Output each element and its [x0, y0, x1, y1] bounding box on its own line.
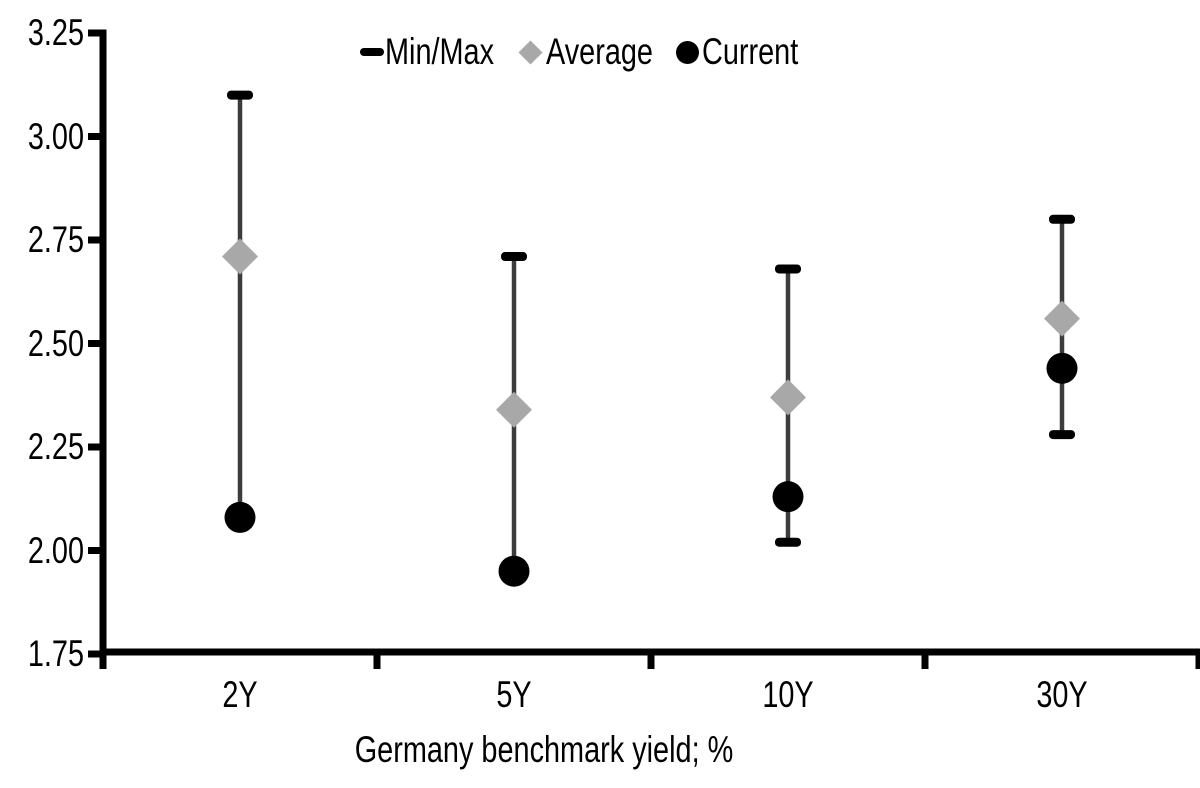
y-axis-line: [99, 29, 107, 669]
x-tick: [99, 648, 107, 669]
average-legend-icon: [518, 40, 543, 65]
y-tick: [88, 236, 103, 244]
y-tick-label: 2.00: [27, 529, 84, 571]
average-marker-5Y: [496, 391, 532, 428]
y-tick-label: 3.25: [27, 12, 84, 53]
x-tick: [647, 648, 655, 669]
max-cap-10Y: [775, 264, 801, 274]
legend-label-minmax: Min/Max: [385, 31, 495, 72]
legend-label-current: Current: [702, 31, 799, 72]
current-marker-5Y: [498, 555, 530, 587]
x-tick: [1195, 648, 1200, 669]
y-tick: [88, 340, 103, 347]
average-marker-2Y: [222, 238, 258, 275]
y-tick: [88, 29, 103, 37]
max-cap-2Y: [227, 90, 253, 100]
current-marker-30Y: [1046, 352, 1078, 384]
x-tick-label: 10Y: [762, 674, 814, 715]
x-tick-label: 5Y: [496, 674, 532, 715]
y-tick-label: 1.75: [27, 633, 84, 674]
legend-label-average: Average: [546, 31, 653, 72]
y-tick-label: 3.00: [27, 115, 84, 157]
y-tick-label: 2.50: [27, 322, 84, 364]
max-cap-5Y: [501, 252, 527, 262]
x-tick: [373, 648, 381, 669]
y-tick: [88, 650, 103, 658]
y-tick-label: 2.75: [27, 219, 84, 260]
y-tick: [88, 133, 103, 140]
min-cap-10Y: [775, 537, 801, 547]
x-tick-label: 2Y: [222, 674, 258, 715]
current-marker-2Y: [224, 501, 256, 533]
min-cap-30Y: [1049, 430, 1075, 440]
minmax-legend-icon: [360, 48, 384, 56]
average-marker-30Y: [1044, 300, 1080, 337]
x-tick-label: 30Y: [1036, 674, 1088, 715]
current-legend-icon: [676, 41, 699, 64]
y-tick: [88, 547, 103, 554]
legend: Min/Max Average Current: [0, 0, 1200, 80]
x-axis-title: Germany benchmark yield; %: [354, 729, 734, 770]
average-marker-10Y: [770, 379, 806, 416]
y-tick-label: 2.25: [27, 426, 84, 467]
current-marker-10Y: [772, 481, 804, 513]
x-tick: [921, 648, 929, 669]
y-tick: [88, 443, 103, 451]
max-cap-30Y: [1049, 214, 1075, 224]
